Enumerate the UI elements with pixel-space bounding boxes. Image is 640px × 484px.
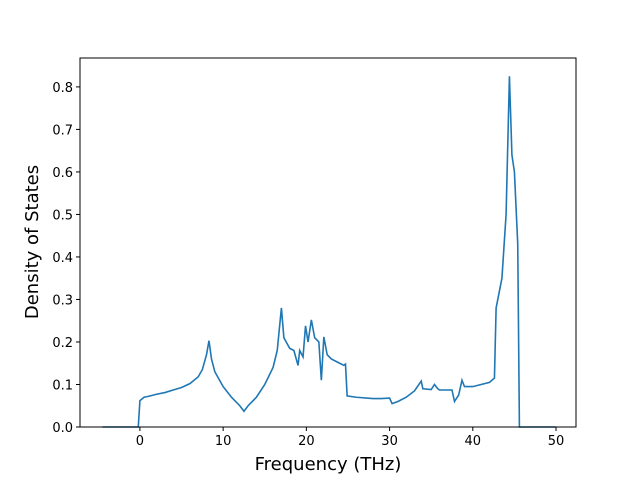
x-axis-label: Frequency (THz) (255, 454, 402, 475)
y-tick-label: 0.3 (52, 293, 73, 308)
y-tick-label: 0.8 (52, 81, 73, 96)
y-tick-label: 0.1 (52, 378, 73, 393)
dos-line (102, 76, 557, 428)
x-tick-label: 10 (215, 434, 232, 449)
y-axis-label: Density of States (22, 165, 43, 319)
x-tick-label: 30 (381, 434, 398, 449)
y-tick-label: 0.2 (52, 336, 73, 351)
y-tick-label: 0.5 (52, 208, 73, 223)
y-tick-label: 0.7 (52, 123, 73, 138)
y-tick-label: 0.4 (52, 251, 73, 266)
y-tick-label: 0.0 (52, 421, 73, 436)
x-tick-label: 40 (465, 434, 482, 449)
x-tick-label: 50 (548, 434, 565, 449)
x-tick-label: 20 (298, 434, 315, 449)
x-tick-label: 0 (136, 434, 144, 449)
y-tick-label: 0.6 (52, 166, 73, 181)
plot-frame (79, 57, 577, 428)
